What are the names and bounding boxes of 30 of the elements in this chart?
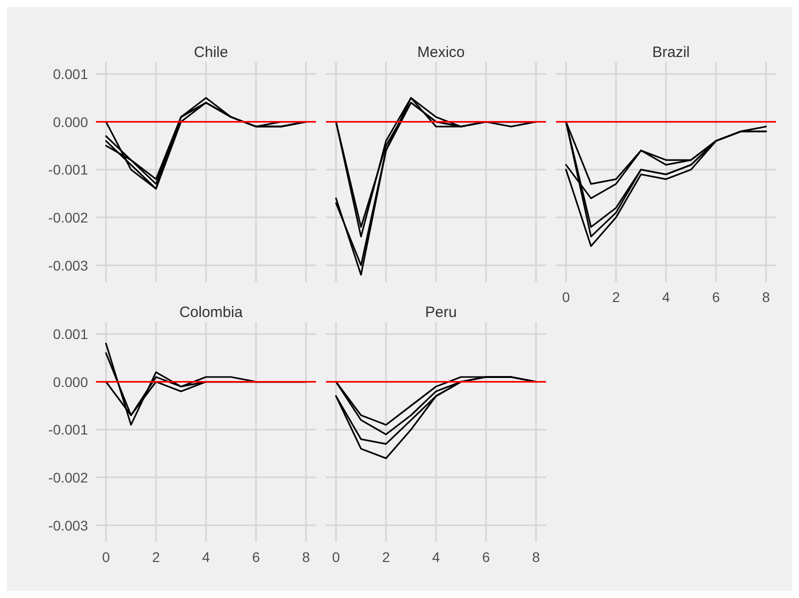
chart-title: Colombia (179, 304, 244, 321)
x-tick-label: 6 (252, 549, 260, 565)
y-tick-label: -0.003 (48, 517, 88, 534)
y-tick-label: 0.001 (52, 326, 88, 342)
x-tick-label: 8 (532, 549, 540, 565)
x-tick-label: 0 (562, 289, 570, 305)
x-tick-label: 8 (762, 289, 770, 305)
x-tick-label: 8 (302, 549, 310, 565)
y-tick-label: -0.001 (48, 162, 88, 178)
x-tick-label: 4 (432, 549, 440, 565)
chart-title: Peru (425, 304, 457, 321)
x-tick-label: 0 (102, 549, 110, 565)
x-tick-label: 2 (612, 289, 620, 305)
x-tick-label: 0 (332, 549, 340, 565)
y-tick-label: 0.000 (52, 114, 88, 130)
y-tick-label: 0.001 (52, 66, 88, 82)
chart-title: Brazil (652, 44, 690, 61)
y-tick-label: -0.002 (48, 209, 88, 226)
y-tick-label: -0.001 (48, 422, 88, 438)
chart-title: Chile (194, 44, 228, 61)
y-tick-label: -0.003 (48, 257, 88, 274)
x-tick-label: 2 (152, 549, 160, 565)
y-tick-label: 0.000 (52, 374, 88, 390)
chart-title: Mexico (417, 44, 465, 61)
x-tick-label: 6 (482, 549, 490, 565)
y-tick-label: -0.002 (48, 469, 88, 486)
x-tick-label: 2 (382, 549, 390, 565)
x-tick-label: 4 (662, 289, 670, 305)
x-tick-label: 4 (202, 549, 210, 565)
x-tick-label: 6 (712, 289, 720, 305)
